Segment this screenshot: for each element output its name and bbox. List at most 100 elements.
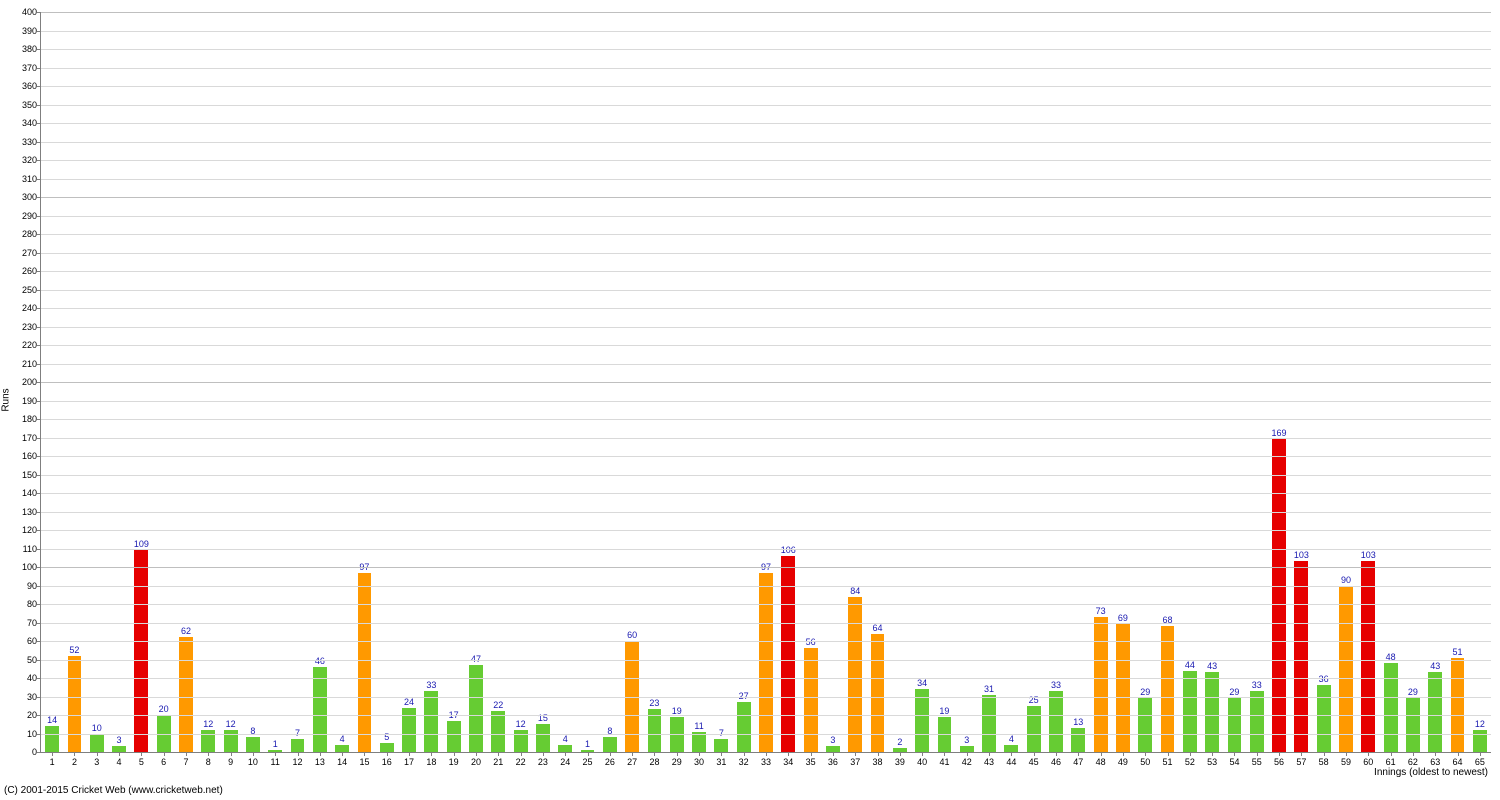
bar-value-label: 90 bbox=[1341, 575, 1351, 586]
x-tick-label: 34 bbox=[783, 752, 793, 767]
bar-value-label: 22 bbox=[493, 700, 503, 711]
y-tick-label: 320 bbox=[22, 155, 41, 165]
grid-line bbox=[41, 271, 1491, 272]
bar-value-label: 60 bbox=[627, 630, 637, 641]
y-tick-label: 110 bbox=[23, 544, 41, 554]
x-tick-label: 16 bbox=[382, 752, 392, 767]
bar-value-label: 52 bbox=[69, 645, 79, 656]
x-tick-label: 42 bbox=[962, 752, 972, 767]
y-tick-label: 390 bbox=[22, 26, 41, 36]
bar: 13 bbox=[1071, 728, 1085, 752]
bar: 36 bbox=[1317, 685, 1331, 752]
bar-value-label: 48 bbox=[1386, 652, 1396, 663]
x-tick-label: 8 bbox=[206, 752, 211, 767]
bar: 29 bbox=[1406, 698, 1420, 752]
grid-line bbox=[41, 86, 1491, 87]
x-tick-label: 52 bbox=[1185, 752, 1195, 767]
y-tick-label: 170 bbox=[22, 433, 41, 443]
bar-value-label: 4 bbox=[340, 734, 345, 745]
y-tick-label: 70 bbox=[27, 618, 41, 628]
bar: 25 bbox=[1027, 706, 1041, 752]
bar: 4 bbox=[558, 745, 572, 752]
x-tick-label: 49 bbox=[1118, 752, 1128, 767]
bar: 48 bbox=[1384, 663, 1398, 752]
bar-value-label: 73 bbox=[1096, 606, 1106, 617]
bar: 34 bbox=[915, 689, 929, 752]
grid-line bbox=[41, 105, 1491, 106]
x-tick-label: 29 bbox=[672, 752, 682, 767]
x-tick-label: 12 bbox=[293, 752, 303, 767]
x-tick-label: 46 bbox=[1051, 752, 1061, 767]
bar-value-label: 23 bbox=[649, 698, 659, 709]
grid-line bbox=[41, 419, 1491, 420]
bar-value-label: 103 bbox=[1361, 550, 1376, 561]
x-tick-label: 9 bbox=[228, 752, 233, 767]
bar-value-label: 12 bbox=[516, 719, 526, 730]
x-tick-label: 2 bbox=[72, 752, 77, 767]
grid-line bbox=[41, 123, 1491, 124]
x-tick-label: 57 bbox=[1296, 752, 1306, 767]
bar: 73 bbox=[1094, 617, 1108, 752]
x-tick-label: 26 bbox=[605, 752, 615, 767]
y-tick-label: 180 bbox=[22, 414, 41, 424]
x-tick-label: 44 bbox=[1006, 752, 1016, 767]
x-tick-label: 35 bbox=[806, 752, 816, 767]
grid-line bbox=[41, 715, 1491, 716]
x-tick-label: 11 bbox=[271, 752, 280, 767]
bar: 169 bbox=[1272, 439, 1286, 752]
x-tick-label: 45 bbox=[1029, 752, 1039, 767]
grid-line bbox=[41, 382, 1491, 383]
x-tick-label: 18 bbox=[426, 752, 436, 767]
y-tick-label: 250 bbox=[22, 285, 41, 295]
y-tick-label: 190 bbox=[22, 396, 41, 406]
copyright-text: (C) 2001-2015 Cricket Web (www.cricketwe… bbox=[4, 785, 223, 796]
x-tick-label: 32 bbox=[739, 752, 749, 767]
bar-value-label: 44 bbox=[1185, 660, 1195, 671]
bar: 109 bbox=[134, 550, 148, 752]
bar-value-label: 43 bbox=[1430, 661, 1440, 672]
bar: 31 bbox=[982, 695, 996, 752]
x-tick-label: 65 bbox=[1475, 752, 1485, 767]
bar-value-label: 64 bbox=[873, 623, 883, 634]
y-tick-label: 370 bbox=[22, 63, 41, 73]
x-tick-label: 47 bbox=[1073, 752, 1083, 767]
plot-area: 1452103109206212128174649752433174722121… bbox=[40, 12, 1491, 753]
bar-value-label: 103 bbox=[1294, 550, 1309, 561]
x-tick-label: 21 bbox=[493, 752, 503, 767]
grid-line bbox=[41, 308, 1491, 309]
x-tick-label: 38 bbox=[873, 752, 883, 767]
grid-line bbox=[41, 475, 1491, 476]
bar-value-label: 34 bbox=[917, 678, 927, 689]
x-tick-label: 19 bbox=[449, 752, 459, 767]
y-tick-label: 270 bbox=[22, 248, 41, 258]
y-tick-label: 220 bbox=[22, 340, 41, 350]
grid-line bbox=[41, 31, 1491, 32]
y-tick-label: 90 bbox=[27, 581, 41, 591]
x-tick-label: 48 bbox=[1096, 752, 1106, 767]
bar-value-label: 3 bbox=[830, 735, 835, 746]
y-axis-title: Runs bbox=[1, 388, 12, 411]
bar: 56 bbox=[804, 648, 818, 752]
grid-line bbox=[41, 604, 1491, 605]
x-tick-label: 54 bbox=[1229, 752, 1239, 767]
bar-value-label: 1 bbox=[273, 739, 278, 750]
bar: 43 bbox=[1205, 672, 1219, 752]
y-tick-label: 0 bbox=[32, 747, 41, 757]
bar-value-label: 8 bbox=[607, 726, 612, 737]
x-tick-label: 61 bbox=[1386, 752, 1396, 767]
bar-value-label: 24 bbox=[404, 697, 414, 708]
bar-value-label: 33 bbox=[426, 680, 436, 691]
bar-value-label: 4 bbox=[563, 734, 568, 745]
grid-line bbox=[41, 401, 1491, 402]
x-tick-label: 17 bbox=[404, 752, 414, 767]
bar-value-label: 33 bbox=[1252, 680, 1262, 691]
bar-value-label: 4 bbox=[1009, 734, 1014, 745]
bar-value-label: 12 bbox=[1475, 719, 1485, 730]
x-tick-label: 22 bbox=[516, 752, 526, 767]
y-tick-label: 40 bbox=[27, 673, 41, 683]
y-tick-label: 350 bbox=[22, 100, 41, 110]
runs-by-innings-chart: Runs 14521031092062121281746497524331747… bbox=[0, 0, 1500, 800]
y-tick-label: 160 bbox=[22, 451, 41, 461]
grid-line bbox=[41, 253, 1491, 254]
y-tick-label: 100 bbox=[22, 562, 41, 572]
